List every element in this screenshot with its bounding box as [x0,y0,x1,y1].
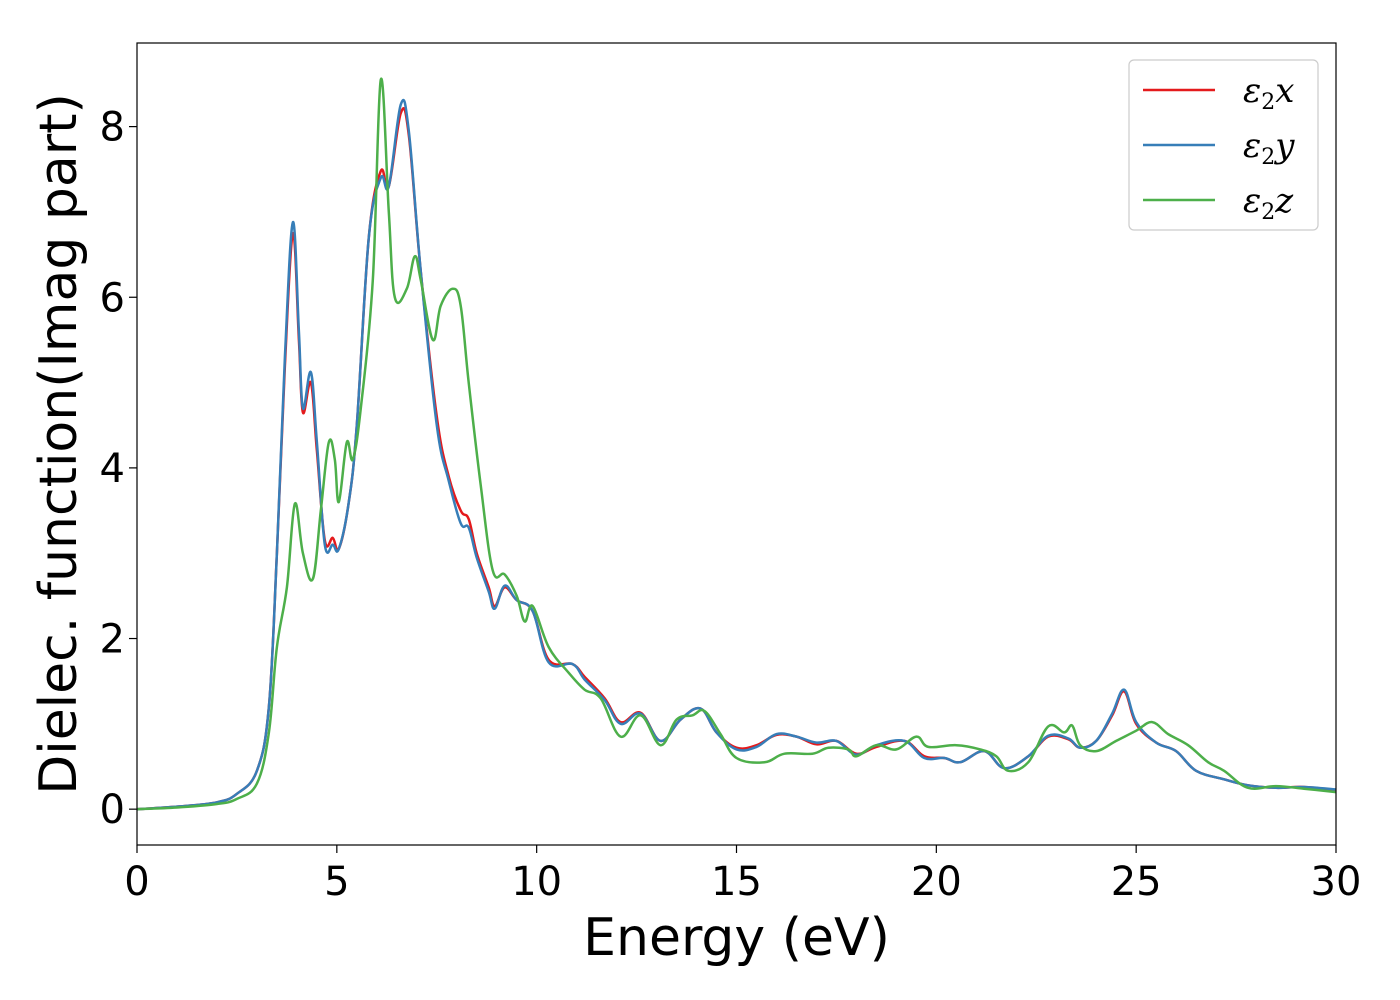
legend-label-z: ε2z [1243,181,1294,225]
x-tick-label: 10 [511,859,562,905]
x-axis-label: Energy (eV) [583,908,890,968]
x-tick-label: 30 [1311,859,1362,905]
y-tick-label: 0 [100,787,125,833]
x-tick-label: 20 [911,859,962,905]
x-tick-label: 25 [1111,859,1162,905]
y-tick-label: 8 [100,105,125,151]
y-tick-label: 6 [100,275,125,321]
series-layer [136,77,1337,811]
series-line-y [136,98,1337,811]
legend-label-x: ε2x [1243,71,1294,115]
x-tick-label: 5 [324,859,349,905]
ticks-layer: 0 5 10 15 20 25 30 0 2 4 6 8 [100,105,1362,905]
legend-box [1128,59,1319,231]
x-tick-label: 0 [124,859,149,905]
legend: ε2x ε2y ε2z [1128,59,1319,231]
x-tick-label: 15 [711,859,762,905]
y-tick-label: 4 [100,446,125,492]
series-line-z [136,77,1337,811]
legend-label-y: ε2y [1243,126,1295,170]
y-tick-label: 2 [100,617,125,663]
y-axis-label: Dielec. function(Imag part) [29,93,89,795]
